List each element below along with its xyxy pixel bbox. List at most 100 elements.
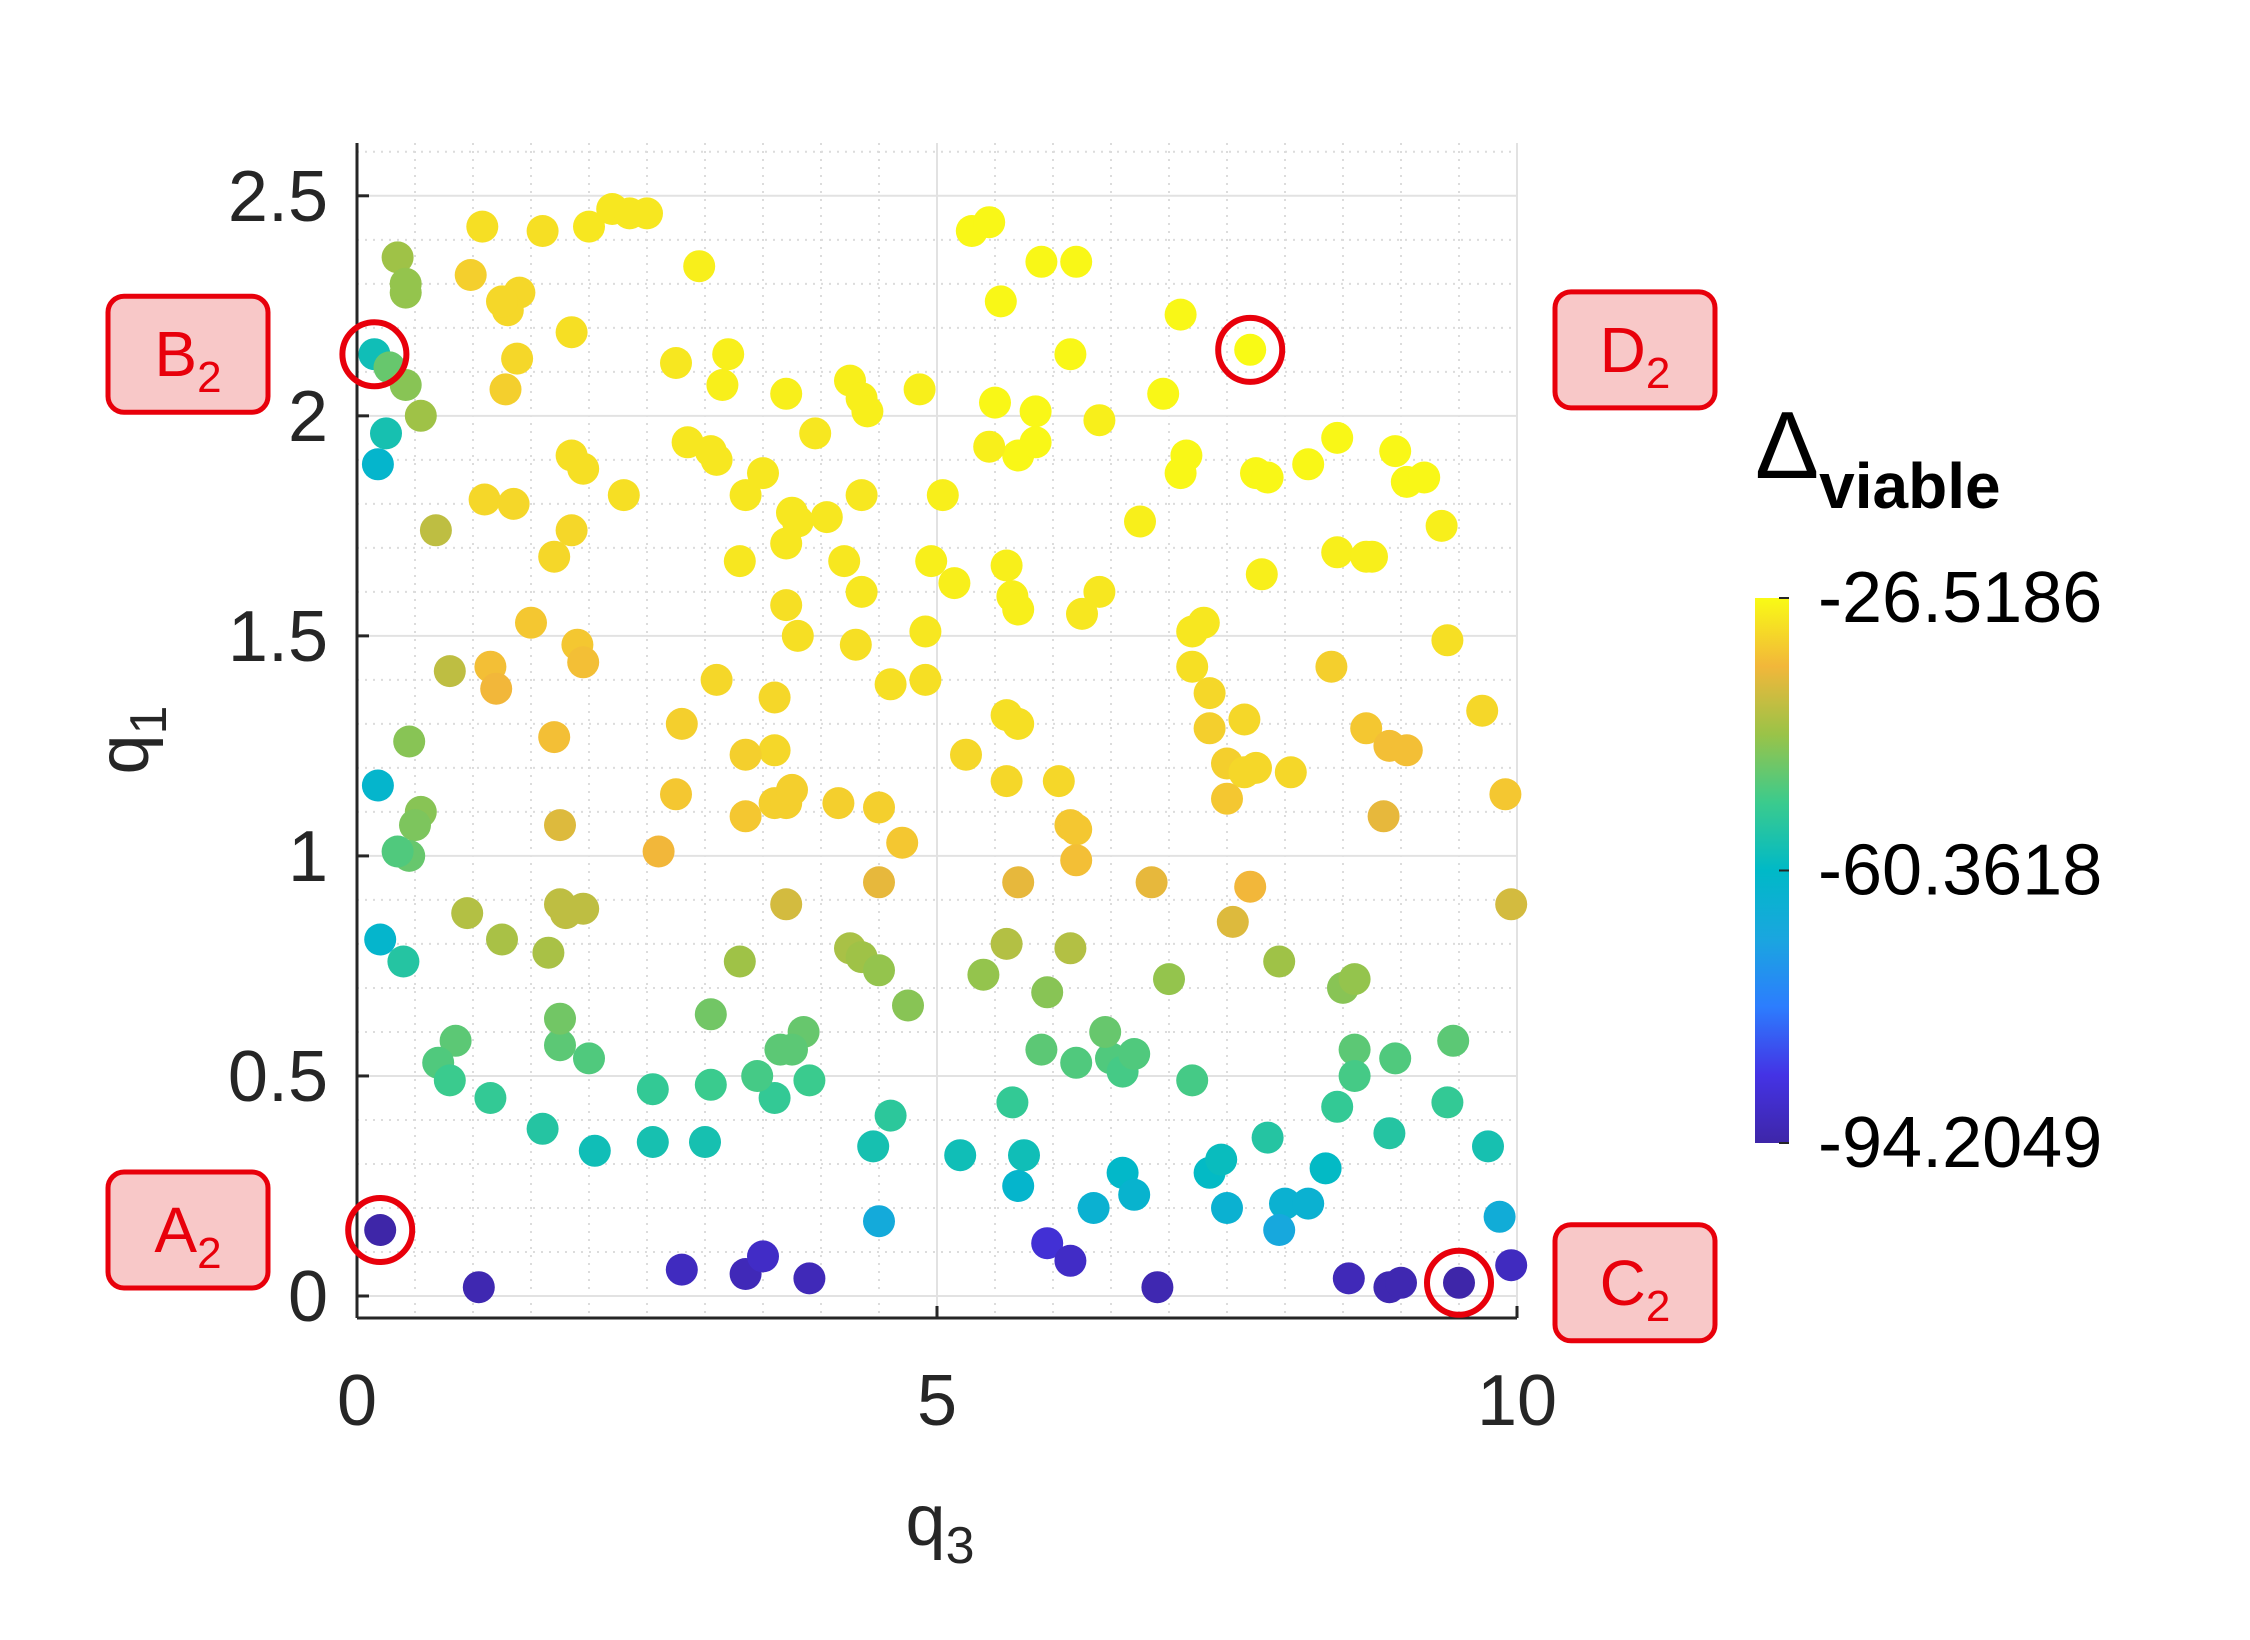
scatter-point xyxy=(892,989,924,1022)
scatter-point xyxy=(1489,778,1522,811)
scatter-point xyxy=(689,1126,721,1158)
scatter-point xyxy=(1083,575,1116,608)
scatter-point xyxy=(990,549,1023,582)
scatter-point xyxy=(851,395,884,428)
scatter-point xyxy=(555,316,588,349)
scatter-point xyxy=(567,892,600,925)
scatter-point xyxy=(706,369,739,401)
scatter-point xyxy=(741,1060,774,1092)
scatter-point xyxy=(544,1029,576,1062)
scatter-point xyxy=(567,646,600,679)
scatter-point xyxy=(683,250,716,283)
scatter-point xyxy=(1054,1244,1087,1277)
scatter-point xyxy=(990,765,1023,798)
highlight-circle-b xyxy=(339,319,410,390)
scatter-point xyxy=(660,347,692,379)
scatter-point xyxy=(451,897,484,930)
scatter-point xyxy=(770,888,803,921)
scatter-point xyxy=(770,589,803,622)
scatter-point xyxy=(433,655,466,688)
scatter-point xyxy=(573,210,605,243)
scatter-point xyxy=(822,787,855,820)
scatter-point xyxy=(1031,976,1064,1009)
scatter-point xyxy=(758,681,791,714)
scatter-point xyxy=(1263,945,1296,978)
y-tick-label: 2.5 xyxy=(228,157,328,237)
scatter-point xyxy=(694,1068,727,1101)
scatter-point xyxy=(1431,624,1464,657)
scatter-point xyxy=(1350,540,1383,573)
scatter-point xyxy=(909,663,942,696)
scatter-point xyxy=(567,452,600,485)
scatter-point xyxy=(439,1024,472,1057)
scatter-point xyxy=(1379,435,1412,468)
scatter-point xyxy=(393,725,426,758)
scatter-point xyxy=(1211,782,1243,815)
highlight-circle-c xyxy=(1424,1247,1494,1318)
data-points xyxy=(358,193,1528,1304)
scatter-point xyxy=(381,241,414,274)
scatter-point xyxy=(1495,888,1528,921)
scatter-point xyxy=(636,1073,669,1106)
scatter-point xyxy=(387,945,420,978)
colorbar-title: Δviable xyxy=(1755,392,2001,522)
label-box-b xyxy=(105,293,271,415)
scatter-point xyxy=(660,778,692,811)
scatter-point xyxy=(1321,1090,1354,1123)
scatter-point xyxy=(1025,245,1058,278)
scatter-point xyxy=(468,483,501,516)
scatter-point xyxy=(486,923,518,956)
scatter-point xyxy=(1135,866,1168,899)
scatter-point xyxy=(1234,333,1267,366)
scatter-point xyxy=(665,1253,698,1286)
scatter-point xyxy=(723,545,756,578)
scatter-point xyxy=(480,672,513,705)
x-axis-label: q3 xyxy=(906,1481,975,1575)
scatter-point xyxy=(781,619,814,652)
scatter-point xyxy=(712,338,745,371)
scatter-point xyxy=(532,936,565,969)
scatter-point xyxy=(364,1214,397,1246)
scatter-point xyxy=(700,443,733,476)
scatter-point xyxy=(399,809,431,842)
scatter-point xyxy=(1274,756,1307,789)
scatter-point xyxy=(758,734,791,767)
scatter-point xyxy=(1089,1016,1122,1048)
label-b: B2 xyxy=(154,318,221,402)
scatter-point xyxy=(863,791,895,824)
grid xyxy=(356,143,1518,1318)
scatter-point xyxy=(729,800,762,833)
scatter-point xyxy=(747,457,779,490)
colorbar-tick-label: -60.3618 xyxy=(1818,831,2102,911)
scatter-point xyxy=(799,417,832,450)
scatter-point xyxy=(538,540,571,573)
scatter-point xyxy=(1315,650,1348,683)
scatter-point xyxy=(1245,558,1278,591)
scatter-point xyxy=(1472,1130,1504,1163)
scatter-point xyxy=(466,210,499,243)
scatter-point xyxy=(642,835,675,868)
scatter-point xyxy=(1321,536,1354,569)
scatter-point xyxy=(474,1082,507,1114)
scatter-point xyxy=(1025,1033,1058,1066)
scatter-point xyxy=(1147,377,1180,410)
scatter-point xyxy=(1002,866,1035,899)
scatter-point xyxy=(1350,712,1383,745)
scatter-point xyxy=(1216,905,1249,938)
scatter-point xyxy=(1124,505,1156,538)
scatter-point xyxy=(1002,593,1035,626)
colorbar-tick-label: -26.5186 xyxy=(1818,558,2102,638)
scatter-point xyxy=(381,835,414,868)
scatter-point xyxy=(1338,963,1371,996)
scatter-point xyxy=(1466,694,1499,727)
scatter-point xyxy=(364,923,397,956)
scatter-point xyxy=(578,1134,611,1167)
scatter-point xyxy=(1066,597,1098,630)
scatter-point xyxy=(1054,932,1087,965)
colorbar: Δviable -26.5186 -60.3618 -94.2049 xyxy=(1755,392,2102,1183)
scatter-point xyxy=(538,721,571,754)
scatter-point xyxy=(845,479,878,512)
scatter-point xyxy=(1153,963,1185,996)
scatter-point xyxy=(1193,677,1226,710)
